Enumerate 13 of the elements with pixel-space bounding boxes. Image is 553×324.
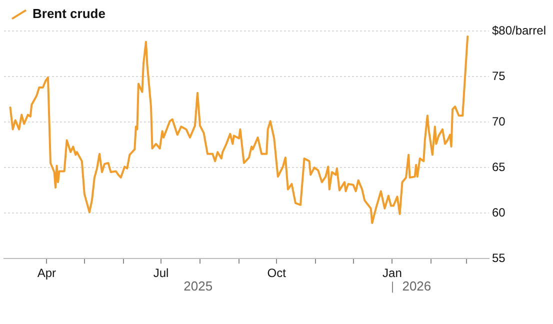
x-tick-label: Oct	[267, 266, 287, 280]
legend-label: Brent crude	[32, 6, 106, 22]
y-tick-label: 70	[492, 114, 506, 128]
x-tick-label: Apr	[37, 266, 56, 280]
x-tick-label: Jul	[153, 266, 169, 280]
x-tick-label: Jan	[382, 266, 402, 280]
text: 2026	[402, 278, 432, 294]
y-tick-label: $80/barrel	[492, 23, 546, 38]
text: 2025	[184, 278, 213, 294]
y-tick-label: 60	[492, 205, 506, 220]
y-tick-label: 55	[492, 250, 506, 265]
y-tick-label: 65	[492, 160, 506, 174]
y-tick-label: 75	[492, 68, 506, 83]
